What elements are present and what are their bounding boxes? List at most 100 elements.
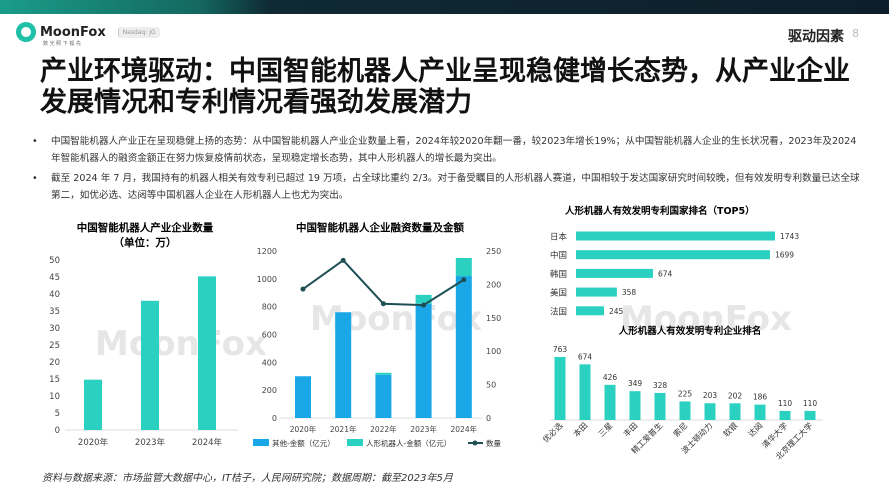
legend-swatch — [472, 440, 478, 446]
x-tick-label: 软银 — [721, 420, 739, 438]
legend-label: 数量 — [486, 438, 501, 448]
bullet-list: 中国智能机器人产业正在呈现稳健上扬的态势：从中国智能机器人产业企业数量上看，20… — [30, 133, 860, 207]
data-label: 674 — [578, 352, 593, 361]
bullet-item: 中国智能机器人产业正在呈现稳健上扬的态势：从中国智能机器人产业企业数量上看，20… — [30, 133, 860, 167]
y-tick-label: 45 — [49, 273, 60, 283]
bar — [84, 379, 102, 430]
legend-label: 其他-金额（亿元） — [272, 438, 335, 448]
bar — [576, 287, 617, 297]
y-tick-label: 400 — [262, 358, 277, 367]
bar — [654, 392, 666, 420]
nasdaq-badge: Nasdaq: JG — [117, 26, 160, 38]
watermark: MoonFox — [95, 324, 267, 364]
bar — [554, 357, 566, 420]
data-label: 426 — [603, 373, 618, 382]
bar — [704, 403, 716, 420]
bar — [679, 401, 691, 420]
legend-label: 人形机器人-金额（亿元） — [366, 438, 451, 448]
x-tick-label: 2020年 — [78, 437, 109, 448]
bar-humanoid — [455, 257, 472, 277]
data-label: 110 — [778, 399, 793, 408]
logo-text: MoonFox — [40, 24, 106, 40]
count-point — [461, 277, 467, 283]
y-tick-label: 1000 — [257, 275, 277, 284]
count-point — [340, 257, 346, 263]
bar-other — [455, 276, 472, 418]
y-tick-label: 韩国 — [550, 269, 567, 280]
bar-other — [295, 376, 311, 418]
bar — [576, 231, 775, 241]
chart-title: 人形机器人有效发明专利企业排名 — [619, 325, 762, 337]
x-tick-label: 2022年 — [370, 424, 397, 434]
x-tick-label: 索尼 — [671, 420, 689, 438]
bar — [804, 410, 816, 420]
x-tick-label: 达闼 — [746, 420, 764, 438]
bullet-item: 截至 2024 年 7 月，我国持有的机器人相关有效专利已超过 19 万项，占全… — [30, 170, 860, 204]
x-tick-label: 优必选 — [540, 420, 564, 444]
x-tick-label: 2020年 — [290, 424, 317, 434]
y-tick-label: 200 — [262, 386, 277, 395]
y-tick-label: 30 — [49, 324, 60, 334]
y-tick-label: 40 — [49, 290, 60, 300]
y-tick-label: 美国 — [550, 288, 567, 299]
y2-tick-label: 200 — [486, 280, 501, 289]
bar-humanoid — [375, 372, 392, 375]
bar — [779, 410, 791, 420]
bar — [629, 391, 641, 420]
data-label: 349 — [628, 379, 643, 388]
data-label: 202 — [728, 391, 743, 400]
logo-subtitle: 数 光 照 下 狐 先 — [43, 41, 81, 47]
x-tick-label: 本田 — [571, 420, 589, 438]
y2-tick-label: 100 — [486, 347, 501, 356]
bar — [729, 403, 741, 420]
data-label: 358 — [622, 288, 637, 297]
y2-tick-label: 250 — [486, 247, 501, 256]
section-label: 驱动因素 — [788, 29, 844, 45]
chart-title: 中国智能机器人产业企业数量 — [77, 221, 214, 234]
legend-swatch — [347, 439, 363, 446]
data-label: 203 — [703, 391, 718, 400]
count-point — [421, 302, 427, 308]
y-tick-label: 0 — [55, 426, 60, 436]
bar-humanoid — [415, 294, 432, 304]
y-tick-label: 1200 — [257, 247, 277, 256]
chart-title: 中国智能机器人企业融资数量及金额 — [296, 221, 464, 234]
page-number: 8 — [852, 27, 859, 40]
y-tick-label: 法国 — [550, 306, 567, 317]
bar-other — [415, 303, 432, 418]
data-label: 225 — [678, 389, 693, 398]
data-label: 1743 — [780, 232, 799, 241]
y-tick-label: 日本 — [550, 232, 568, 243]
bar — [576, 306, 604, 316]
bar — [576, 250, 770, 260]
data-label: 245 — [609, 307, 624, 316]
data-label: 674 — [658, 269, 673, 278]
chart-subtitle: （单位：万） — [114, 236, 177, 249]
x-tick-label: 2024年 — [451, 424, 478, 434]
x-tick-label: 三星 — [597, 421, 615, 439]
data-label: 763 — [553, 345, 568, 354]
y2-tick-label: 0 — [486, 414, 491, 423]
bar — [754, 404, 766, 420]
y-tick-label: 800 — [262, 303, 277, 312]
y-tick-label: 0 — [272, 414, 277, 423]
page-title: 产业环境驱动：中国智能机器人产业呈现稳健增长态势，从产业企业发展情况和专利情况看… — [40, 56, 850, 118]
y-tick-label: 20 — [49, 358, 60, 368]
y-tick-label: 中国 — [550, 250, 567, 261]
bar — [576, 268, 653, 278]
top-banner — [0, 0, 889, 14]
source-note: 资料与数据来源：市场监管大数据中心，IT桔子，人民网研究院；数据周期：截至202… — [42, 473, 453, 484]
x-tick-label: 2023年 — [410, 424, 437, 434]
data-label: 186 — [753, 393, 768, 402]
bar — [198, 276, 216, 430]
x-tick-label: 2021年 — [330, 424, 357, 434]
bar — [579, 364, 591, 420]
y-tick-label: 600 — [262, 331, 277, 340]
watermark: MoonFox — [620, 299, 792, 339]
y-tick-label: 25 — [49, 341, 60, 351]
x-tick-label: 2024年 — [192, 437, 223, 448]
data-label: 110 — [803, 399, 818, 408]
data-label: 1699 — [775, 251, 794, 260]
moonfox-logo-icon — [16, 22, 36, 42]
